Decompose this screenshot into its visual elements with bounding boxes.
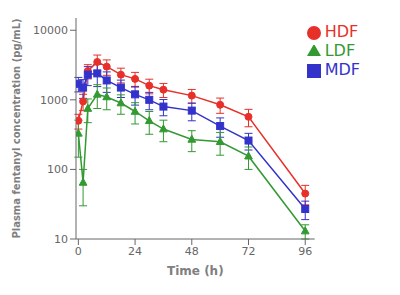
svg-text:Plasma fentanyl concentration: Plasma fentanyl concentration (pg/mL) (11, 18, 22, 238)
svg-text:10000: 10000 (33, 24, 68, 37)
svg-text:10: 10 (54, 233, 68, 246)
html-text:MDF: MDF (324, 60, 360, 79)
svg-text:Time (h): Time (h) (167, 264, 224, 278)
svg-text:100: 100 (47, 163, 68, 176)
svg-text:72: 72 (242, 245, 256, 258)
html-text:HDF: HDF (324, 22, 359, 41)
svg-text:0: 0 (75, 245, 82, 258)
html-text:LDF: LDF (324, 41, 356, 60)
svg-text:48: 48 (185, 245, 199, 258)
svg-text:1000: 1000 (40, 94, 68, 107)
svg-text:24: 24 (128, 245, 142, 258)
svg-text:96: 96 (298, 245, 312, 258)
